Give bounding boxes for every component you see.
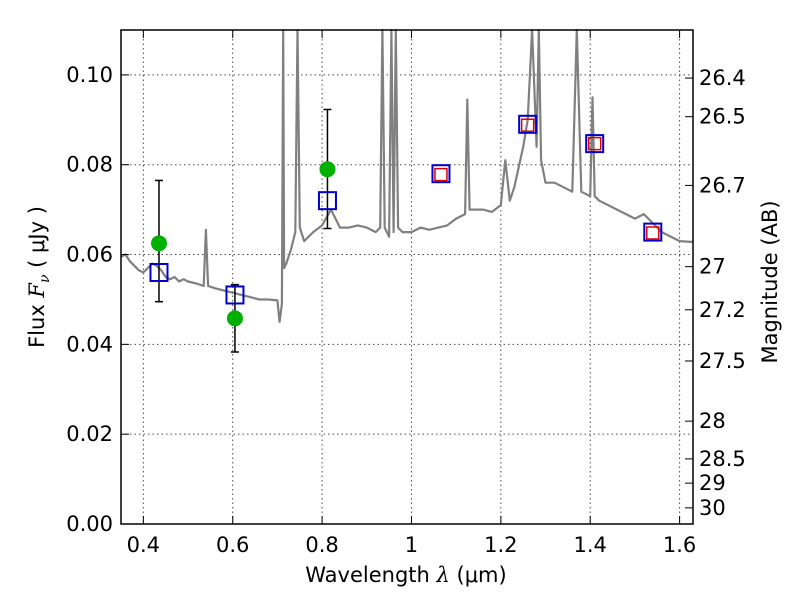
- photometry-point: [226, 310, 243, 327]
- observed-square-marker: [520, 118, 535, 132]
- x-tick-label: 1: [405, 533, 418, 557]
- observed-square-marker: [434, 167, 448, 182]
- x-tick-label: 0.6: [216, 533, 249, 557]
- mag-tick-label: 29: [699, 471, 726, 495]
- mag-tick-label: 27.2: [699, 298, 746, 322]
- x-tick-label: 1.4: [574, 533, 607, 557]
- spectrum-line: [120, 28, 694, 323]
- magnitude-axis-label: Magnitude (AB): [758, 200, 782, 363]
- model-square-marker: [585, 134, 605, 154]
- mag-tick-label: 26.4: [699, 66, 746, 90]
- model-square-marker: [643, 222, 663, 242]
- observed-square-marker: [646, 226, 660, 240]
- marker-layer: [149, 114, 663, 327]
- model-square-marker: [149, 263, 169, 283]
- mag-tick-label: 26.5: [699, 105, 746, 129]
- mag-tick-label: 28.5: [699, 447, 746, 471]
- x-tick-label: 0.4: [127, 533, 160, 557]
- y-tick-label: 0.08: [66, 153, 113, 177]
- y-tick-label: 0.10: [66, 63, 113, 87]
- mag-tick-label: 27: [699, 255, 726, 279]
- y-tick-label: 0.00: [66, 512, 113, 536]
- x-tick-label: 0.8: [305, 533, 338, 557]
- mag-tick-label: 26.7: [699, 173, 746, 197]
- photometry-point: [319, 161, 336, 178]
- mag-tick-label: 30: [699, 496, 726, 520]
- mag-tick-label: 28: [699, 409, 726, 433]
- mag-tick-label: 27.5: [699, 349, 746, 373]
- plot-frame: [120, 29, 694, 525]
- observed-square-marker: [587, 136, 602, 151]
- x-tick-label: 1.2: [484, 533, 517, 557]
- y-tick-label: 0.04: [66, 332, 113, 356]
- x-axis-label: Wavelength λ (μm): [305, 563, 506, 587]
- y-axis-label: Flux Fν ( μJy ): [25, 206, 53, 348]
- spectrum-layer: [120, 28, 694, 323]
- x-tick-label: 1.6: [663, 533, 696, 557]
- errorbar-layer: [154, 108, 332, 353]
- model-square-marker: [431, 164, 451, 184]
- x-axis: 0.4 0.6 0.8 1 1.2 1.4 1.6: [127, 30, 696, 557]
- model-square-marker: [225, 285, 245, 305]
- photometry-point: [150, 235, 167, 252]
- model-square-marker: [317, 191, 337, 211]
- y-tick-label: 0.06: [66, 243, 113, 267]
- y-tick-label: 0.02: [66, 422, 113, 446]
- y-axis: 0.00 0.02 0.04 0.06 0.08 0.10: [66, 63, 129, 536]
- model-square-marker: [518, 114, 538, 134]
